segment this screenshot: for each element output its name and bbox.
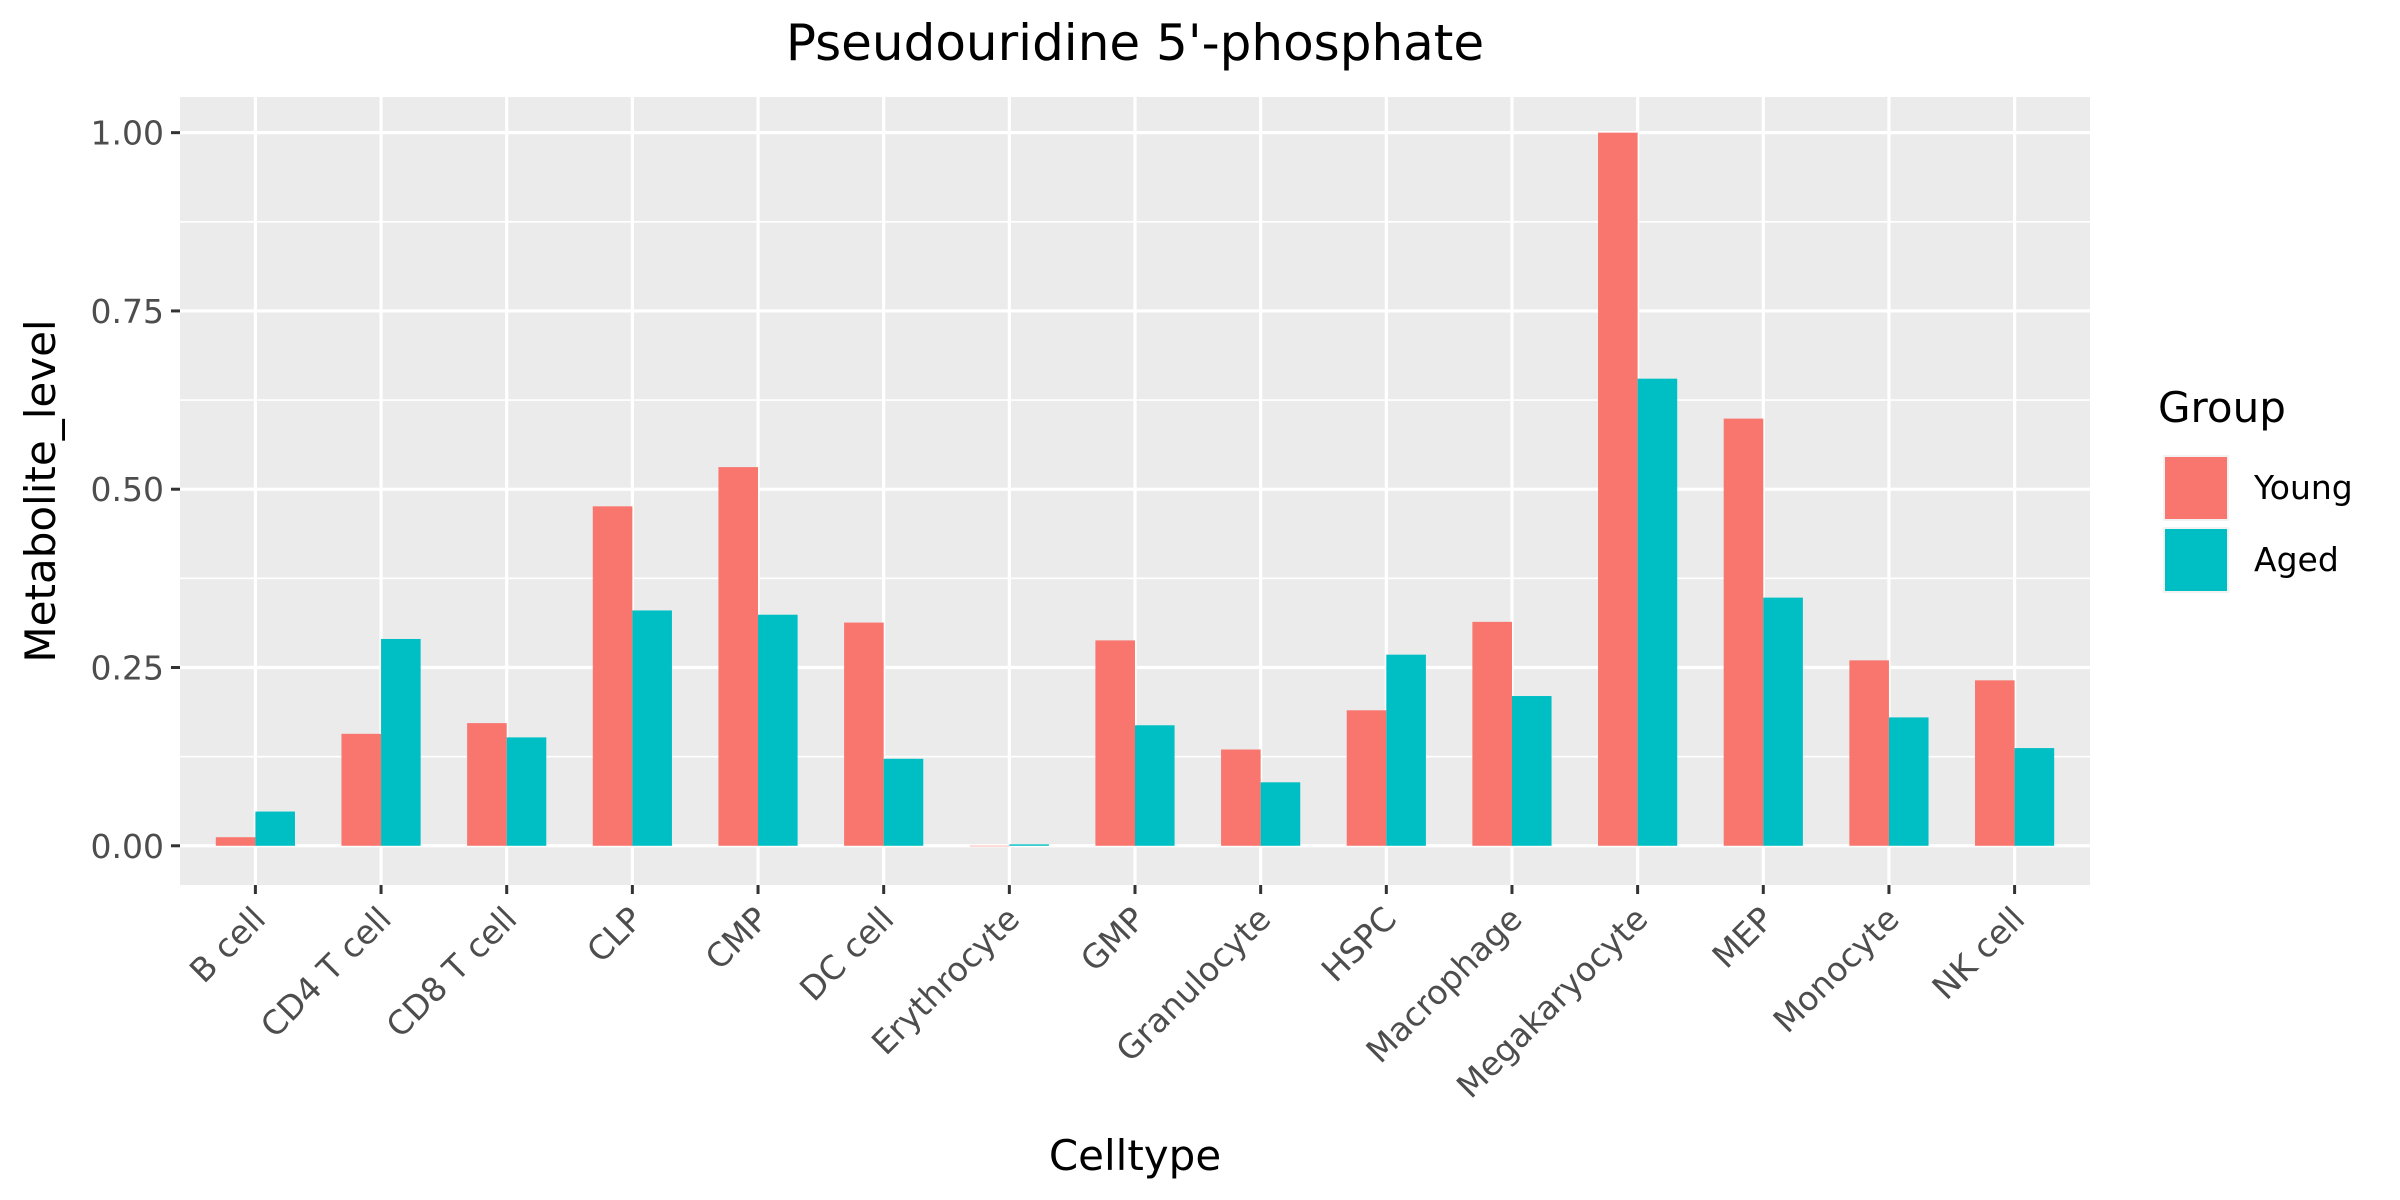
bar-young bbox=[718, 467, 759, 846]
x-tick-label: NK cell bbox=[1924, 899, 2032, 1007]
chart-title: Pseudouridine 5'-phosphate bbox=[786, 14, 1484, 72]
x-tick-label: GMP bbox=[1073, 899, 1153, 979]
y-axis-title: Metabolite_level bbox=[16, 319, 65, 662]
bar-aged bbox=[1386, 654, 1426, 846]
legend-title: Group bbox=[2158, 383, 2286, 432]
bar-young bbox=[1723, 418, 1764, 846]
bar-aged bbox=[1260, 782, 1301, 846]
bar-young bbox=[969, 845, 1010, 847]
x-tick-label: CD8 T cell bbox=[378, 899, 524, 1045]
bar-young bbox=[215, 837, 256, 846]
legend-label-young: Young bbox=[2253, 468, 2353, 507]
bar-aged bbox=[758, 614, 798, 846]
bar-aged bbox=[2014, 748, 2055, 846]
bar-aged bbox=[381, 638, 421, 846]
bar-young bbox=[1221, 749, 1261, 846]
bar-young bbox=[1598, 132, 1638, 846]
bar-aged bbox=[1888, 717, 1929, 846]
x-tick-label: CMP bbox=[698, 899, 776, 977]
x-tick-label: CD4 T cell bbox=[253, 899, 399, 1045]
legend-key-aged bbox=[2165, 529, 2227, 591]
bar-aged bbox=[1763, 597, 1803, 846]
y-tick-label: 0.75 bbox=[91, 292, 164, 331]
bar-aged bbox=[883, 758, 924, 846]
bar-aged bbox=[506, 737, 547, 846]
bars bbox=[215, 132, 2055, 847]
bar-young bbox=[844, 622, 884, 846]
bar-young bbox=[592, 506, 633, 846]
x-tick-label: DC cell bbox=[792, 899, 901, 1008]
legend-label-aged: Aged bbox=[2254, 540, 2339, 579]
bar-young bbox=[1975, 680, 2015, 846]
bar-young bbox=[467, 723, 507, 846]
bar-young bbox=[1849, 660, 1889, 846]
x-tick-label: B cell bbox=[182, 899, 273, 990]
x-tick-label: Monocyte bbox=[1765, 899, 1906, 1040]
y-axis: 0.00 0.25 0.50 0.75 1.00 bbox=[91, 114, 180, 866]
y-tick-label: 0.25 bbox=[91, 648, 164, 687]
legend-key-young bbox=[2165, 457, 2227, 519]
bar-aged bbox=[1637, 378, 1678, 846]
x-tick-label: MEP bbox=[1704, 899, 1781, 976]
bar-young bbox=[341, 733, 382, 846]
y-tick-label: 0.00 bbox=[91, 827, 164, 866]
bar-young bbox=[1095, 640, 1135, 846]
x-tick-label: HSPC bbox=[1314, 899, 1404, 989]
bar-aged bbox=[1009, 844, 1049, 846]
x-axis-title: Celltype bbox=[1049, 1131, 1221, 1180]
bar-aged bbox=[1511, 696, 1552, 846]
legend: Group Young Aged bbox=[2158, 383, 2353, 593]
bar-aged bbox=[632, 610, 672, 846]
x-tick-label: CLP bbox=[579, 899, 650, 970]
y-tick-label: 1.00 bbox=[91, 114, 164, 153]
bar-aged bbox=[1135, 725, 1175, 846]
bar-young bbox=[1346, 710, 1387, 846]
bar-aged bbox=[255, 811, 295, 846]
y-tick-label: 0.50 bbox=[91, 470, 164, 509]
bar-young bbox=[1472, 621, 1512, 846]
